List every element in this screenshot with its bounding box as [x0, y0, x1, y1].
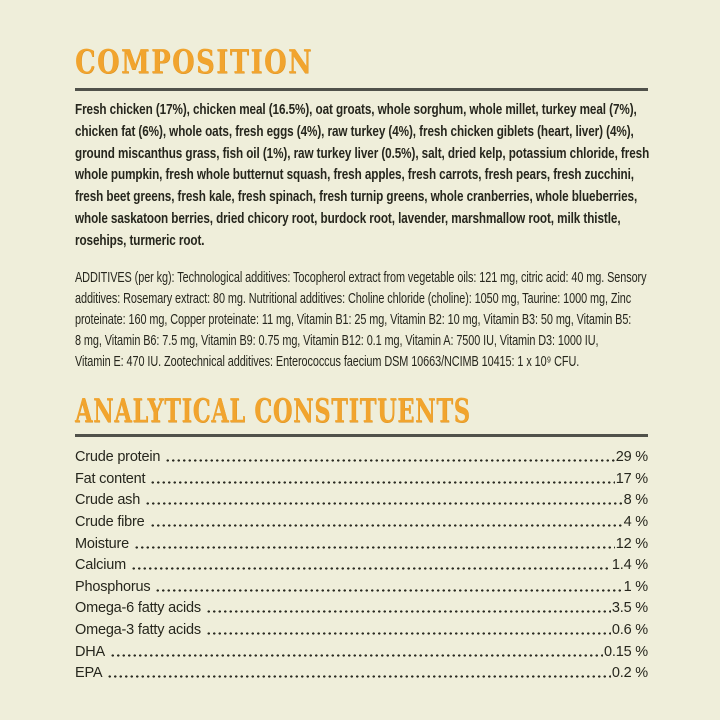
dot-leader	[149, 523, 623, 527]
paragraph-line: proteinate: 160 mg, Copper proteinate: 1…	[75, 311, 632, 328]
dot-leader	[150, 480, 615, 484]
constituent-label: Omega-3 fatty acids	[75, 621, 201, 638]
dot-leader	[205, 631, 611, 635]
constituent-value: 8 %	[623, 492, 649, 509]
dot-leader	[145, 502, 623, 506]
constituent-label: Fat content	[75, 470, 146, 487]
paragraph-line: additives: Rosemary extract: 80 mg. Nutr…	[75, 290, 632, 307]
paragraph-line: Vitamin E: 470 IU. Zootechnical additive…	[75, 353, 580, 370]
analytical-section: ANALYTICAL CONSTITUENTS Crude protein 29 …	[75, 390, 648, 684]
paragraph-line: rosehips, turmeric root.	[75, 231, 205, 249]
constituent-label: Crude fibre	[75, 513, 145, 530]
composition-section: COMPOSITION Fresh chicken (17%), chicken…	[75, 0, 650, 373]
analytical-row: Crude fibre 4 %	[75, 510, 648, 532]
analytical-row: Moisture 12 %	[75, 532, 648, 554]
paragraph-line: ADDITIVES (per kg): Technological additi…	[75, 269, 647, 286]
constituent-label: DHA	[75, 643, 106, 660]
dot-leader	[130, 567, 611, 571]
constituent-value: 0.2 %	[611, 665, 648, 682]
constituent-value: 12 %	[615, 535, 648, 552]
analytical-title: ANALYTICAL CONSTITUENTS	[75, 390, 471, 430]
analytical-row: DHA 0.15 %	[75, 640, 648, 662]
dot-leader	[134, 545, 615, 549]
composition-ingredients-paragraph: Fresh chicken (17%), chicken meal (16.5%…	[75, 99, 650, 252]
dot-leader	[205, 610, 611, 614]
constituent-value: 3.5 %	[611, 600, 648, 617]
constituent-value: 17 %	[615, 470, 648, 487]
analytical-table: Crude protein 29 % Fat content 17 % Crude as…	[75, 446, 648, 684]
dot-leader	[107, 675, 611, 679]
analytical-row: Omega-3 fatty acids 0.6 %	[75, 618, 648, 640]
constituent-label: Crude protein	[75, 449, 161, 466]
paragraph-line: 8 mg, Vitamin B6: 7.5 mg, Vitamin B9: 0.…	[75, 332, 599, 349]
analytical-row: Calcium 1.4 %	[75, 554, 648, 576]
analytical-row: Fat content 17 %	[75, 467, 648, 489]
paragraph-line: ground miscanthus grass, fish oil (1%), …	[75, 144, 650, 162]
analytical-divider	[75, 433, 648, 437]
dot-leader	[110, 653, 604, 657]
constituent-label: Crude ash	[75, 492, 141, 509]
paragraph-line: whole saskatoon berries, dried chicory r…	[75, 209, 621, 227]
constituent-value: 1 %	[623, 578, 649, 595]
paragraph-line: chicken fat (6%), whole oats, fresh eggs…	[75, 122, 634, 140]
paragraph-line: Fresh chicken (17%), chicken meal (16.5%…	[75, 101, 637, 118]
composition-divider	[75, 88, 648, 91]
constituent-label: Phosphorus	[75, 578, 151, 595]
constituent-value: 4 %	[623, 513, 649, 530]
analytical-row: Phosphorus 1 %	[75, 575, 648, 597]
dot-leader	[165, 459, 615, 463]
composition-additives-paragraph: ADDITIVES (per kg): Technological additi…	[75, 268, 648, 373]
analytical-row: EPA 0.2 %	[75, 662, 648, 684]
constituent-label: Calcium	[75, 557, 126, 574]
constituent-value: 1.4 %	[611, 557, 648, 574]
constituent-value: 0.15 %	[604, 643, 648, 660]
constituent-label: Moisture	[75, 535, 129, 552]
constituent-value: 29 %	[615, 449, 648, 466]
constituent-label: Omega-6 fatty acids	[75, 600, 201, 617]
dot-leader	[155, 588, 623, 592]
constituent-value: 0.6 %	[611, 621, 648, 638]
label-content: COMPOSITION Fresh chicken (17%), chicken…	[75, 0, 650, 684]
composition-title: COMPOSITION	[75, 42, 314, 81]
analytical-row: Omega-6 fatty acids 3.5 %	[75, 597, 648, 619]
constituent-label: EPA	[75, 665, 103, 682]
analytical-row: Crude ash 8 %	[75, 489, 648, 511]
analytical-row: Crude protein 29 %	[75, 446, 648, 468]
paragraph-line: fresh beet greens, fresh kale, fresh spi…	[75, 188, 638, 206]
paragraph-line: whole pumpkin, fresh whole butternut squ…	[75, 166, 634, 184]
